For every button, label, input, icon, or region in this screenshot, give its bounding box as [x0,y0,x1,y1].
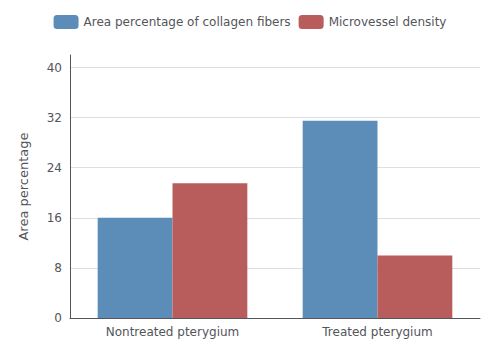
svg-text:40: 40 [47,61,62,75]
svg-text:Area percentage of collagen fi: Area percentage of collagen fibers [84,15,291,29]
svg-text:Nontreated pterygium: Nontreated pterygium [106,325,240,339]
svg-text:32: 32 [47,111,62,125]
svg-text:Treated pterygium: Treated pterygium [321,325,432,339]
svg-text:0: 0 [54,311,62,325]
svg-text:Microvessel density: Microvessel density [329,15,447,29]
svg-text:8: 8 [54,261,62,275]
svg-text:16: 16 [47,211,62,225]
svg-text:24: 24 [47,161,62,175]
svg-text:Area percentage: Area percentage [16,132,31,240]
